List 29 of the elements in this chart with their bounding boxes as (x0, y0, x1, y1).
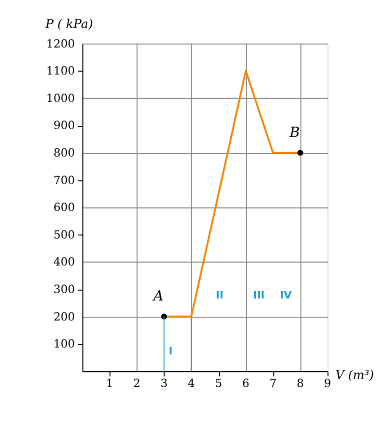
y-tick-label: 1200 (46, 37, 75, 50)
y-tick-label: 500 (53, 228, 75, 242)
x-tick-label: 1 (106, 377, 114, 390)
annotation: B (288, 124, 300, 141)
x-axis-title: V (m³) (335, 368, 374, 382)
x-tick-label: 8 (296, 377, 304, 390)
y-tick-label: 1100 (46, 64, 75, 78)
annotation: III (253, 290, 265, 302)
x-tick-label: 7 (269, 377, 277, 390)
y-tick-label: 100 (53, 338, 75, 351)
x-tick-label: 5 (214, 377, 222, 390)
y-tick-label: 200 (53, 310, 75, 324)
annotation: II (216, 290, 224, 302)
x-tick-label: 9 (324, 377, 332, 390)
annotation: IV (280, 290, 292, 302)
y-tick-label: 800 (53, 146, 75, 160)
y-tick-label: 400 (53, 256, 75, 269)
y-tick-label: 600 (53, 201, 75, 214)
x-tick-label: 4 (188, 377, 195, 390)
y-tick-label: 700 (53, 174, 75, 187)
annotation: I (168, 345, 173, 358)
x-tick-label: 2 (133, 377, 140, 390)
y-axis-title: P ( kPa) (44, 17, 94, 32)
y-tick-label: 1000 (46, 92, 75, 105)
x-tick-label: 3 (160, 377, 168, 390)
annotation: A (151, 288, 164, 305)
y-tick-label: 300 (53, 283, 75, 296)
x-tick-label: 6 (242, 377, 250, 390)
y-tick-label: 900 (53, 119, 75, 132)
